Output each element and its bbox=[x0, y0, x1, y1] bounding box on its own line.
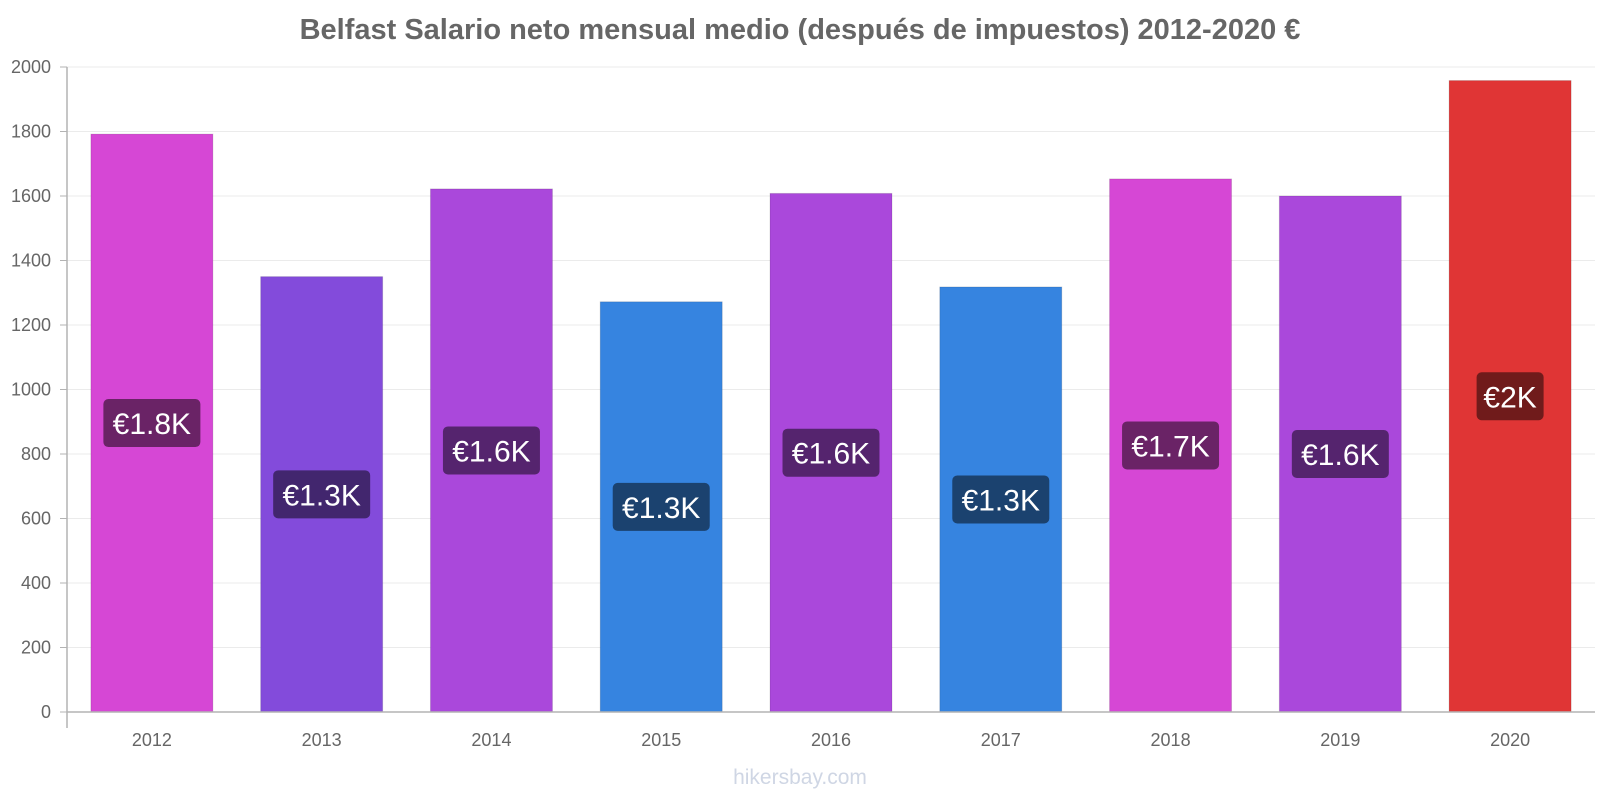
value-label-badge bbox=[1476, 372, 1544, 421]
value-label: €1.6K bbox=[442, 426, 540, 475]
value-label-text: €1.6K bbox=[1301, 439, 1379, 472]
value-label-badge bbox=[442, 426, 540, 475]
x-tick-label: 2020 bbox=[1490, 730, 1530, 750]
x-tick-label: 2013 bbox=[302, 730, 342, 750]
value-label-text: €1.7K bbox=[1131, 430, 1209, 463]
value-label-badge bbox=[103, 399, 201, 448]
x-axis: 2012 2013 2014 2015 2016 2017 2018 2019 2020 bbox=[67, 711, 1595, 750]
value-label: €1.3K bbox=[612, 482, 710, 531]
value-label: €1.6K bbox=[782, 428, 880, 477]
value-label: €1.7K bbox=[1122, 421, 1220, 470]
value-label-text: €1.3K bbox=[282, 479, 360, 512]
y-tick-label: 1200 bbox=[11, 315, 51, 335]
y-tick-label: 200 bbox=[21, 638, 51, 658]
x-tick-label: 2012 bbox=[132, 730, 172, 750]
x-tick-label: 2019 bbox=[1320, 730, 1360, 750]
value-label-badge bbox=[273, 470, 371, 519]
x-tick-label: 2014 bbox=[471, 730, 511, 750]
value-label-badge bbox=[1291, 430, 1389, 478]
value-label-text: €1.8K bbox=[113, 408, 191, 441]
value-label-badge bbox=[952, 475, 1050, 524]
y-tick-label: 600 bbox=[21, 509, 51, 529]
y-tick-label: 1800 bbox=[11, 122, 51, 142]
x-tick-label: 2017 bbox=[981, 730, 1021, 750]
y-tick-label: 1600 bbox=[11, 186, 51, 206]
value-label: €1.6K bbox=[1291, 430, 1389, 478]
value-label-text: €1.3K bbox=[962, 484, 1040, 517]
value-label: €1.3K bbox=[273, 470, 371, 519]
y-tick-label: 1400 bbox=[11, 251, 51, 271]
watermark: hikersbay.com bbox=[733, 766, 867, 789]
y-tick-label: 400 bbox=[21, 573, 51, 593]
value-label-badge bbox=[782, 428, 880, 477]
y-tick-label: 800 bbox=[21, 444, 51, 464]
x-tick-label: 2016 bbox=[811, 730, 851, 750]
value-label: €2K bbox=[1476, 372, 1544, 421]
value-label-badge bbox=[612, 482, 710, 531]
y-axis: 0 200 400 600 800 1000 1200 1400 1600 1800 2000 bbox=[11, 57, 68, 728]
y-tick-label: 2000 bbox=[11, 57, 51, 77]
value-label: €1.3K bbox=[952, 475, 1050, 524]
value-label-badge bbox=[1122, 421, 1220, 470]
value-labels: €1.8K €1.3K €1.6K €1.3K €1.6K €1.3K €1.7K €1.6K… bbox=[103, 372, 1544, 531]
value-label-text: €1.6K bbox=[452, 435, 530, 468]
y-tick-label: 1000 bbox=[11, 380, 51, 400]
value-label-text: €2K bbox=[1483, 381, 1536, 414]
chart-title: Belfast Salario neto mensual medio (desp… bbox=[299, 14, 1301, 46]
value-label-text: €1.3K bbox=[622, 492, 700, 525]
y-tick-label: 0 bbox=[41, 702, 51, 722]
x-tick-label: 2015 bbox=[641, 730, 681, 750]
bars bbox=[90, 80, 1572, 713]
value-label: €1.8K bbox=[103, 399, 201, 448]
value-label-text: €1.6K bbox=[792, 438, 870, 471]
x-tick-label: 2018 bbox=[1151, 730, 1191, 750]
